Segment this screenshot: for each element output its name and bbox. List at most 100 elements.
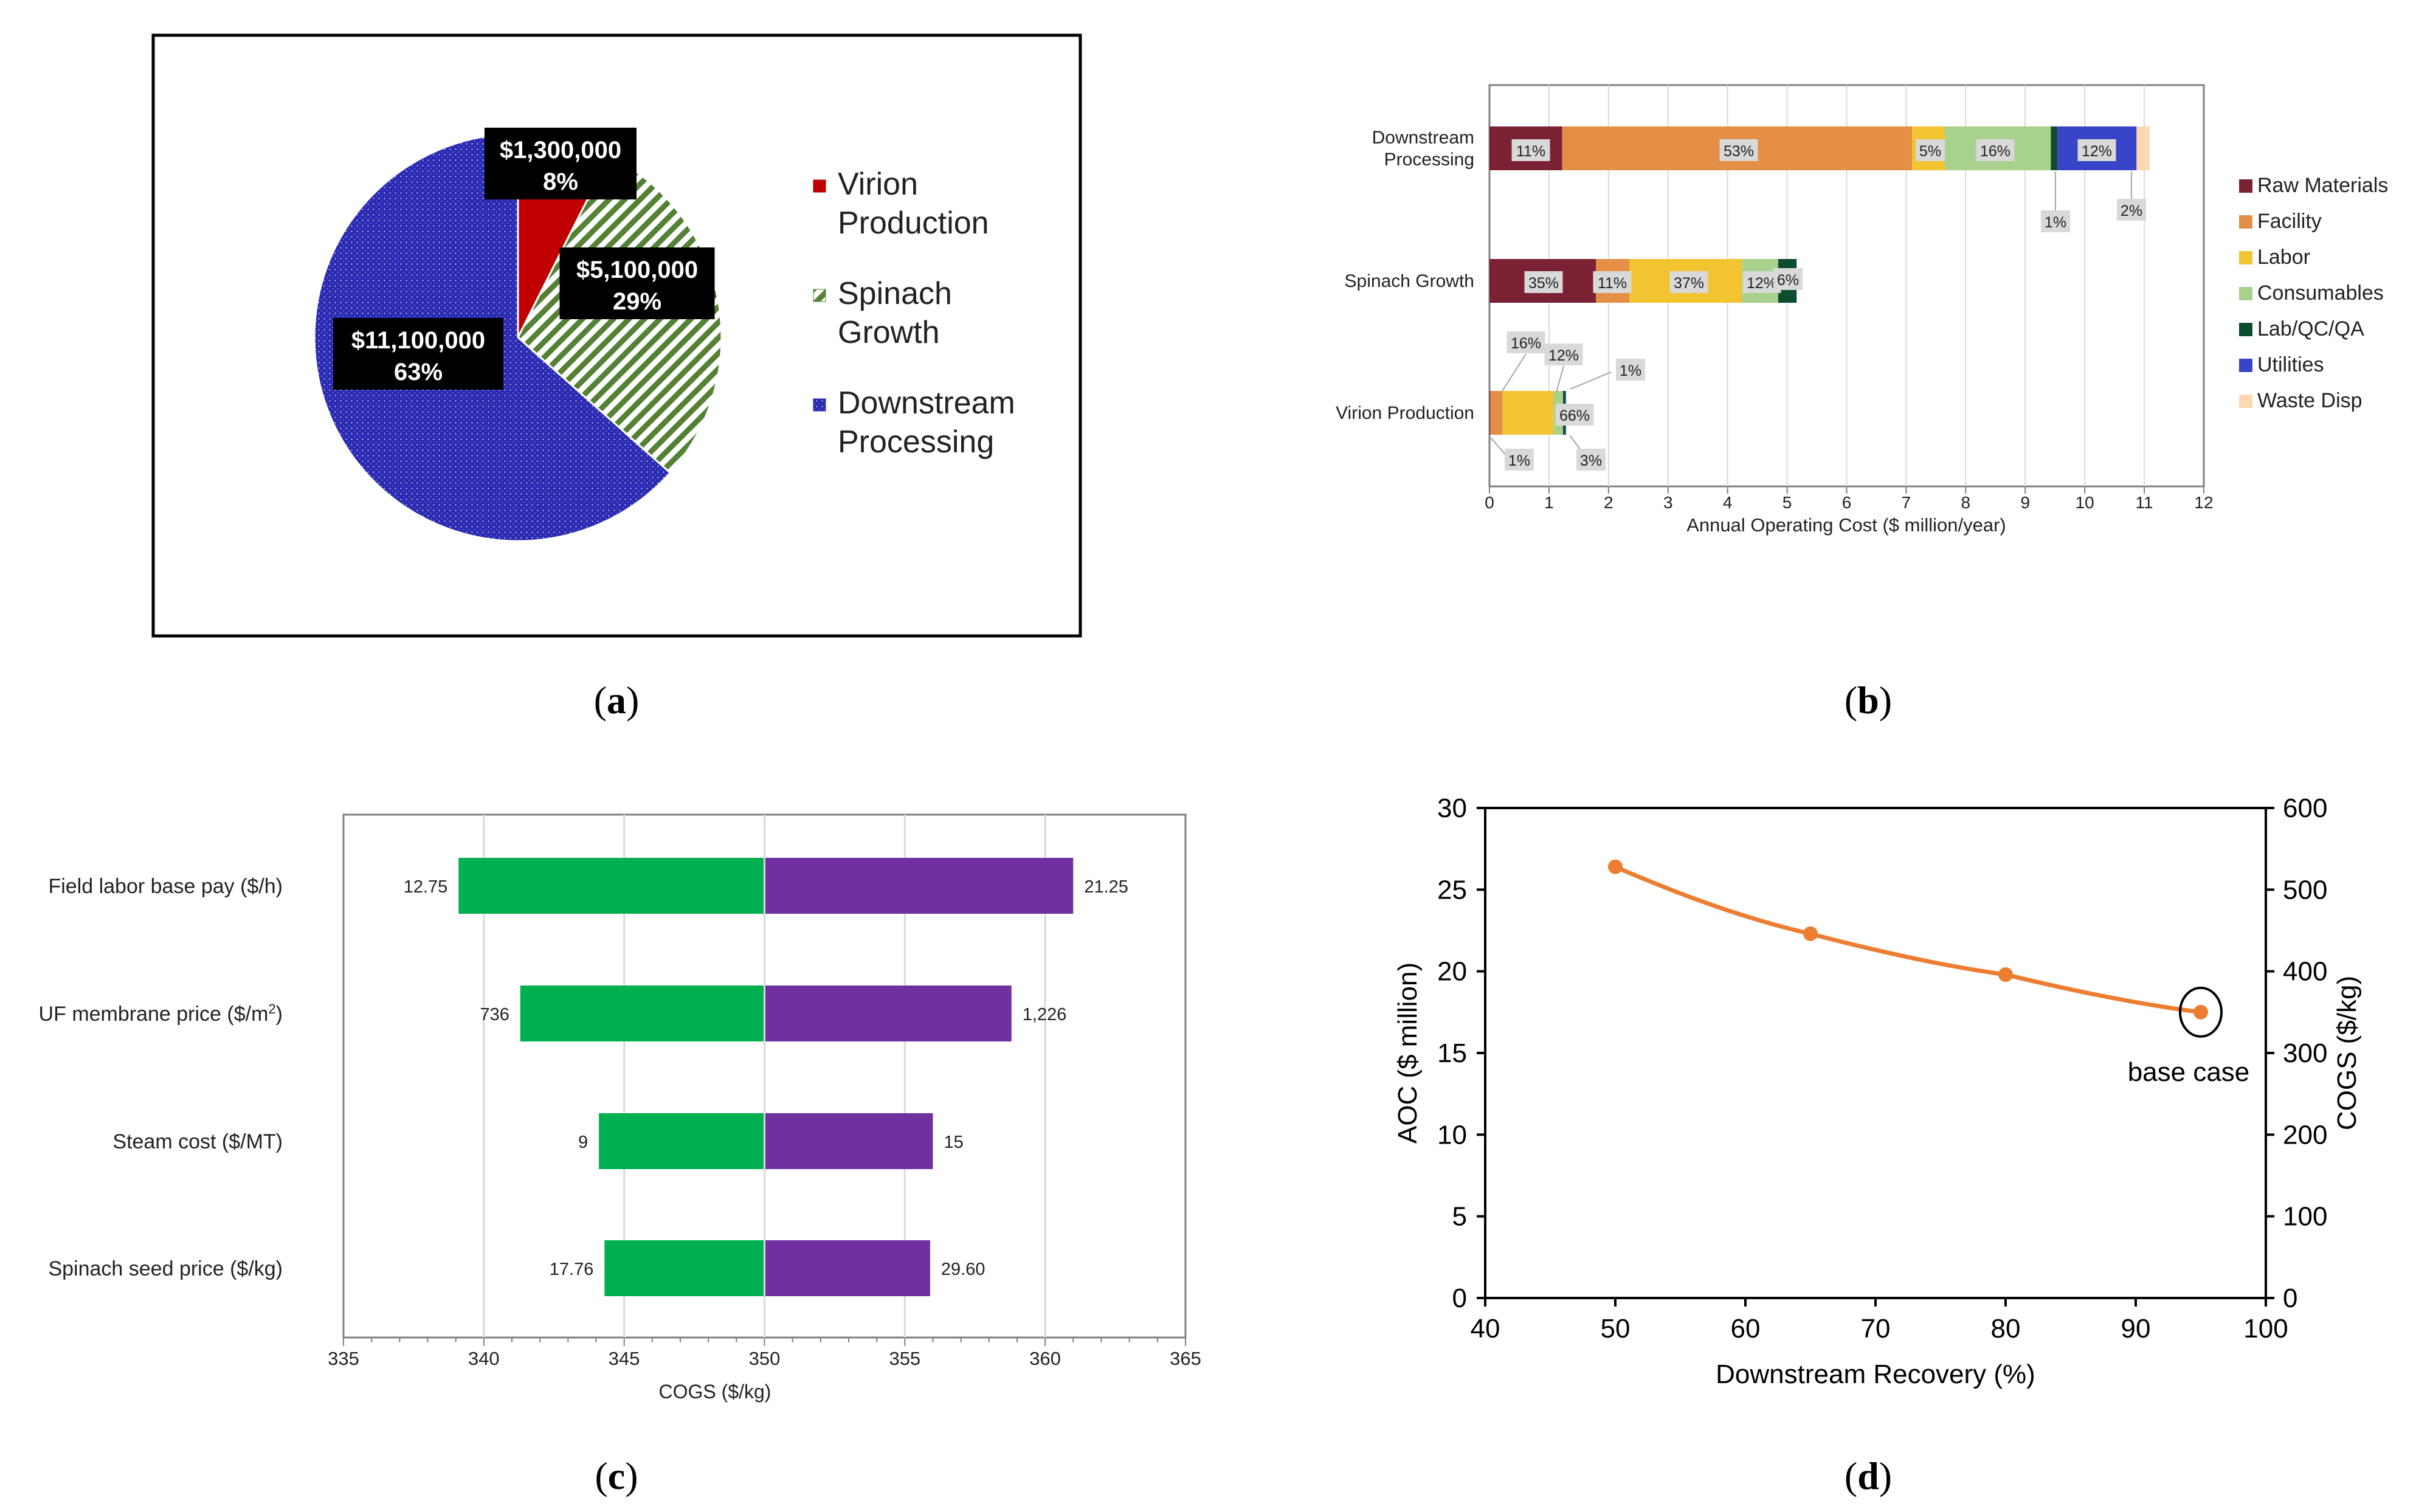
leader-line xyxy=(1556,365,1564,393)
y2-tick-label-d: 100 xyxy=(2283,1202,2327,1232)
data-label-text: 6% xyxy=(1777,272,1799,289)
data-label-box xyxy=(1505,449,1534,471)
axes-d: 40 50 60 70 80 90 1000510152025300100200300400… xyxy=(1437,793,2327,1344)
tornado-low-label: 17.76 xyxy=(550,1260,594,1279)
pie-label-box xyxy=(485,128,637,199)
panel-a-pie-chart: $1,300,0008%$5,100,00029%$11,100,00063% … xyxy=(151,33,1082,638)
category-label-text: Field labor base pay ($/h) xyxy=(48,875,283,898)
y2-tick-label-d: 200 xyxy=(2283,1120,2327,1150)
data-label-text: 16% xyxy=(1511,335,1541,352)
plot-area-d xyxy=(1484,807,2267,1299)
legend-item-b-consumables: Consumables xyxy=(2239,281,2384,305)
legend-item-b-raw-materials: Raw Materials xyxy=(2239,174,2388,197)
x-tick-label-b: 6 xyxy=(1842,493,1852,512)
data-label-text: 1% xyxy=(1620,362,1641,379)
tornado-bar-high xyxy=(764,1113,933,1169)
tornado-low-label: 736 xyxy=(480,1005,509,1024)
legend-item-b-facility: Facility xyxy=(2239,210,2322,233)
x-tick-label-b: 5 xyxy=(1782,493,1792,512)
category-label-suffix: ) xyxy=(276,1003,283,1026)
data-label-box xyxy=(1976,139,2015,161)
data-label-b: 11% xyxy=(1593,271,1632,293)
legend-swatch-b xyxy=(2239,359,2252,372)
data-label-b: 35% xyxy=(1524,271,1563,293)
y-tick-label-d: 0 xyxy=(1452,1283,1467,1313)
legend-swatch-b xyxy=(2239,179,2252,193)
pie-legend: VirionProductionSpinachGrowthDownstreamP… xyxy=(813,167,1015,460)
tornado-bar-low xyxy=(520,986,765,1041)
legend-item-b-utilities: Utilities xyxy=(2239,353,2324,376)
legend-swatch xyxy=(813,398,826,412)
x-tick-label-d: 100 xyxy=(2243,1314,2288,1344)
x-axis-c: 335 340 345 350 355 360 365 xyxy=(328,1338,1201,1369)
category-label-b: Processing xyxy=(1384,150,1474,170)
panel-label-a: (a) xyxy=(594,678,640,722)
y2-tick-label-d: 600 xyxy=(2283,793,2327,823)
data-label-text: 1% xyxy=(1508,452,1530,469)
y-axis-title-d: AOC ($ million) xyxy=(1393,962,1423,1144)
x-tick-label-b: 2 xyxy=(1604,493,1613,512)
x-axis-title-d: Downstream Recovery (%) xyxy=(1716,1359,2035,1389)
x-tick-label-c: 355 xyxy=(889,1348,920,1369)
panel-b-stacked-bar-chart: 11% 53% 5% 16% 12%1%2%35% 11% 37% 12% 6%16%12%1%… xyxy=(1336,84,2388,536)
tornado-bar-high xyxy=(764,858,1074,914)
legend-label-b: Utilities xyxy=(2257,353,2324,376)
data-label-b: 1% xyxy=(1570,359,1645,390)
x-tick-label-b: 9 xyxy=(2020,493,2030,512)
x-tick-label-b: 4 xyxy=(1723,493,1733,512)
tornado-bar-low xyxy=(604,1240,765,1296)
data-label-text: 2% xyxy=(2121,202,2142,219)
data-label-text: 3% xyxy=(1580,452,1602,469)
y2-tick-label-d: 500 xyxy=(2283,875,2327,905)
legend-swatch xyxy=(813,179,826,193)
data-label-text: 35% xyxy=(1528,275,1559,292)
data-label-b: 37% xyxy=(1669,271,1708,293)
category-label-b: Downstream xyxy=(1372,128,1474,148)
panel-label-d: (d) xyxy=(1845,1454,1892,1497)
y2-tick-label-d: 0 xyxy=(2283,1283,2297,1313)
base-case-circle xyxy=(2179,986,2223,1038)
x-tick-label-b: 12 xyxy=(2194,493,2213,512)
x-axis-title-b: Annual Operating Cost ($ million/year) xyxy=(1686,514,2006,536)
y-categories-c: Field labor base pay ($/h) UF membrane pr… xyxy=(39,875,283,1280)
data-label-box xyxy=(1555,404,1594,426)
legend-swatch-b xyxy=(2239,251,2252,264)
tornado-bar-high xyxy=(764,1240,930,1296)
x-tick-label-b: 10 xyxy=(2076,493,2094,512)
pie-value-label: $11,100,000 xyxy=(351,327,485,354)
data-label-box xyxy=(1669,271,1708,293)
category-label-text: Spinach seed price ($/kg) xyxy=(48,1257,283,1280)
x-tick-label-c: 345 xyxy=(609,1348,640,1369)
legend-item-b-waste-disp: Waste Disp xyxy=(2239,389,2362,412)
data-label-box xyxy=(1524,271,1563,293)
line-series-d: base case xyxy=(1608,859,2250,1087)
data-label-box xyxy=(1916,139,1945,161)
bar-segment-facility xyxy=(1490,391,1503,435)
data-label-b: 66% xyxy=(1555,404,1594,426)
data-label-box xyxy=(2041,210,2070,232)
data-label-text: 1% xyxy=(2045,214,2066,231)
base-case-annotation: base case xyxy=(2128,1057,2250,1087)
y-tick-label-d: 25 xyxy=(1437,875,1467,905)
legend-label: Spinach xyxy=(838,276,952,311)
y-tick-label-d: 15 xyxy=(1437,1038,1467,1068)
tornado-low-label: 9 xyxy=(578,1133,588,1152)
y2-axis-title-d: COGS ($/kg) xyxy=(2332,976,2362,1130)
x-tick-label-d: 50 xyxy=(1601,1314,1631,1344)
x-tick-label-c: 335 xyxy=(328,1348,359,1369)
legend-label-b: Raw Materials xyxy=(2257,174,2388,197)
bar-segment-waste-disp xyxy=(2136,126,2150,170)
legend-label-b: Labor xyxy=(2257,246,2310,269)
pie-value-label: $5,100,000 xyxy=(576,257,698,283)
bar-callouts: 11% 53% 5% 16% 12%1%2%35% 11% 37% 12% 6%16%12%1%… xyxy=(1490,139,2146,471)
data-point xyxy=(1803,926,1818,941)
data-point xyxy=(1608,859,1623,874)
tornado-high-label: 29.60 xyxy=(941,1260,985,1279)
pie-label-box xyxy=(333,318,503,390)
data-label-b: 1% xyxy=(2041,171,2070,232)
x-axis-title-c: COGS ($/kg) xyxy=(659,1381,771,1403)
x-tick-label-b: 1 xyxy=(1544,493,1554,512)
x-tick-label-b: 8 xyxy=(1961,493,1971,512)
legend-label: Growth xyxy=(838,315,940,350)
legend-label: Processing xyxy=(838,424,994,460)
